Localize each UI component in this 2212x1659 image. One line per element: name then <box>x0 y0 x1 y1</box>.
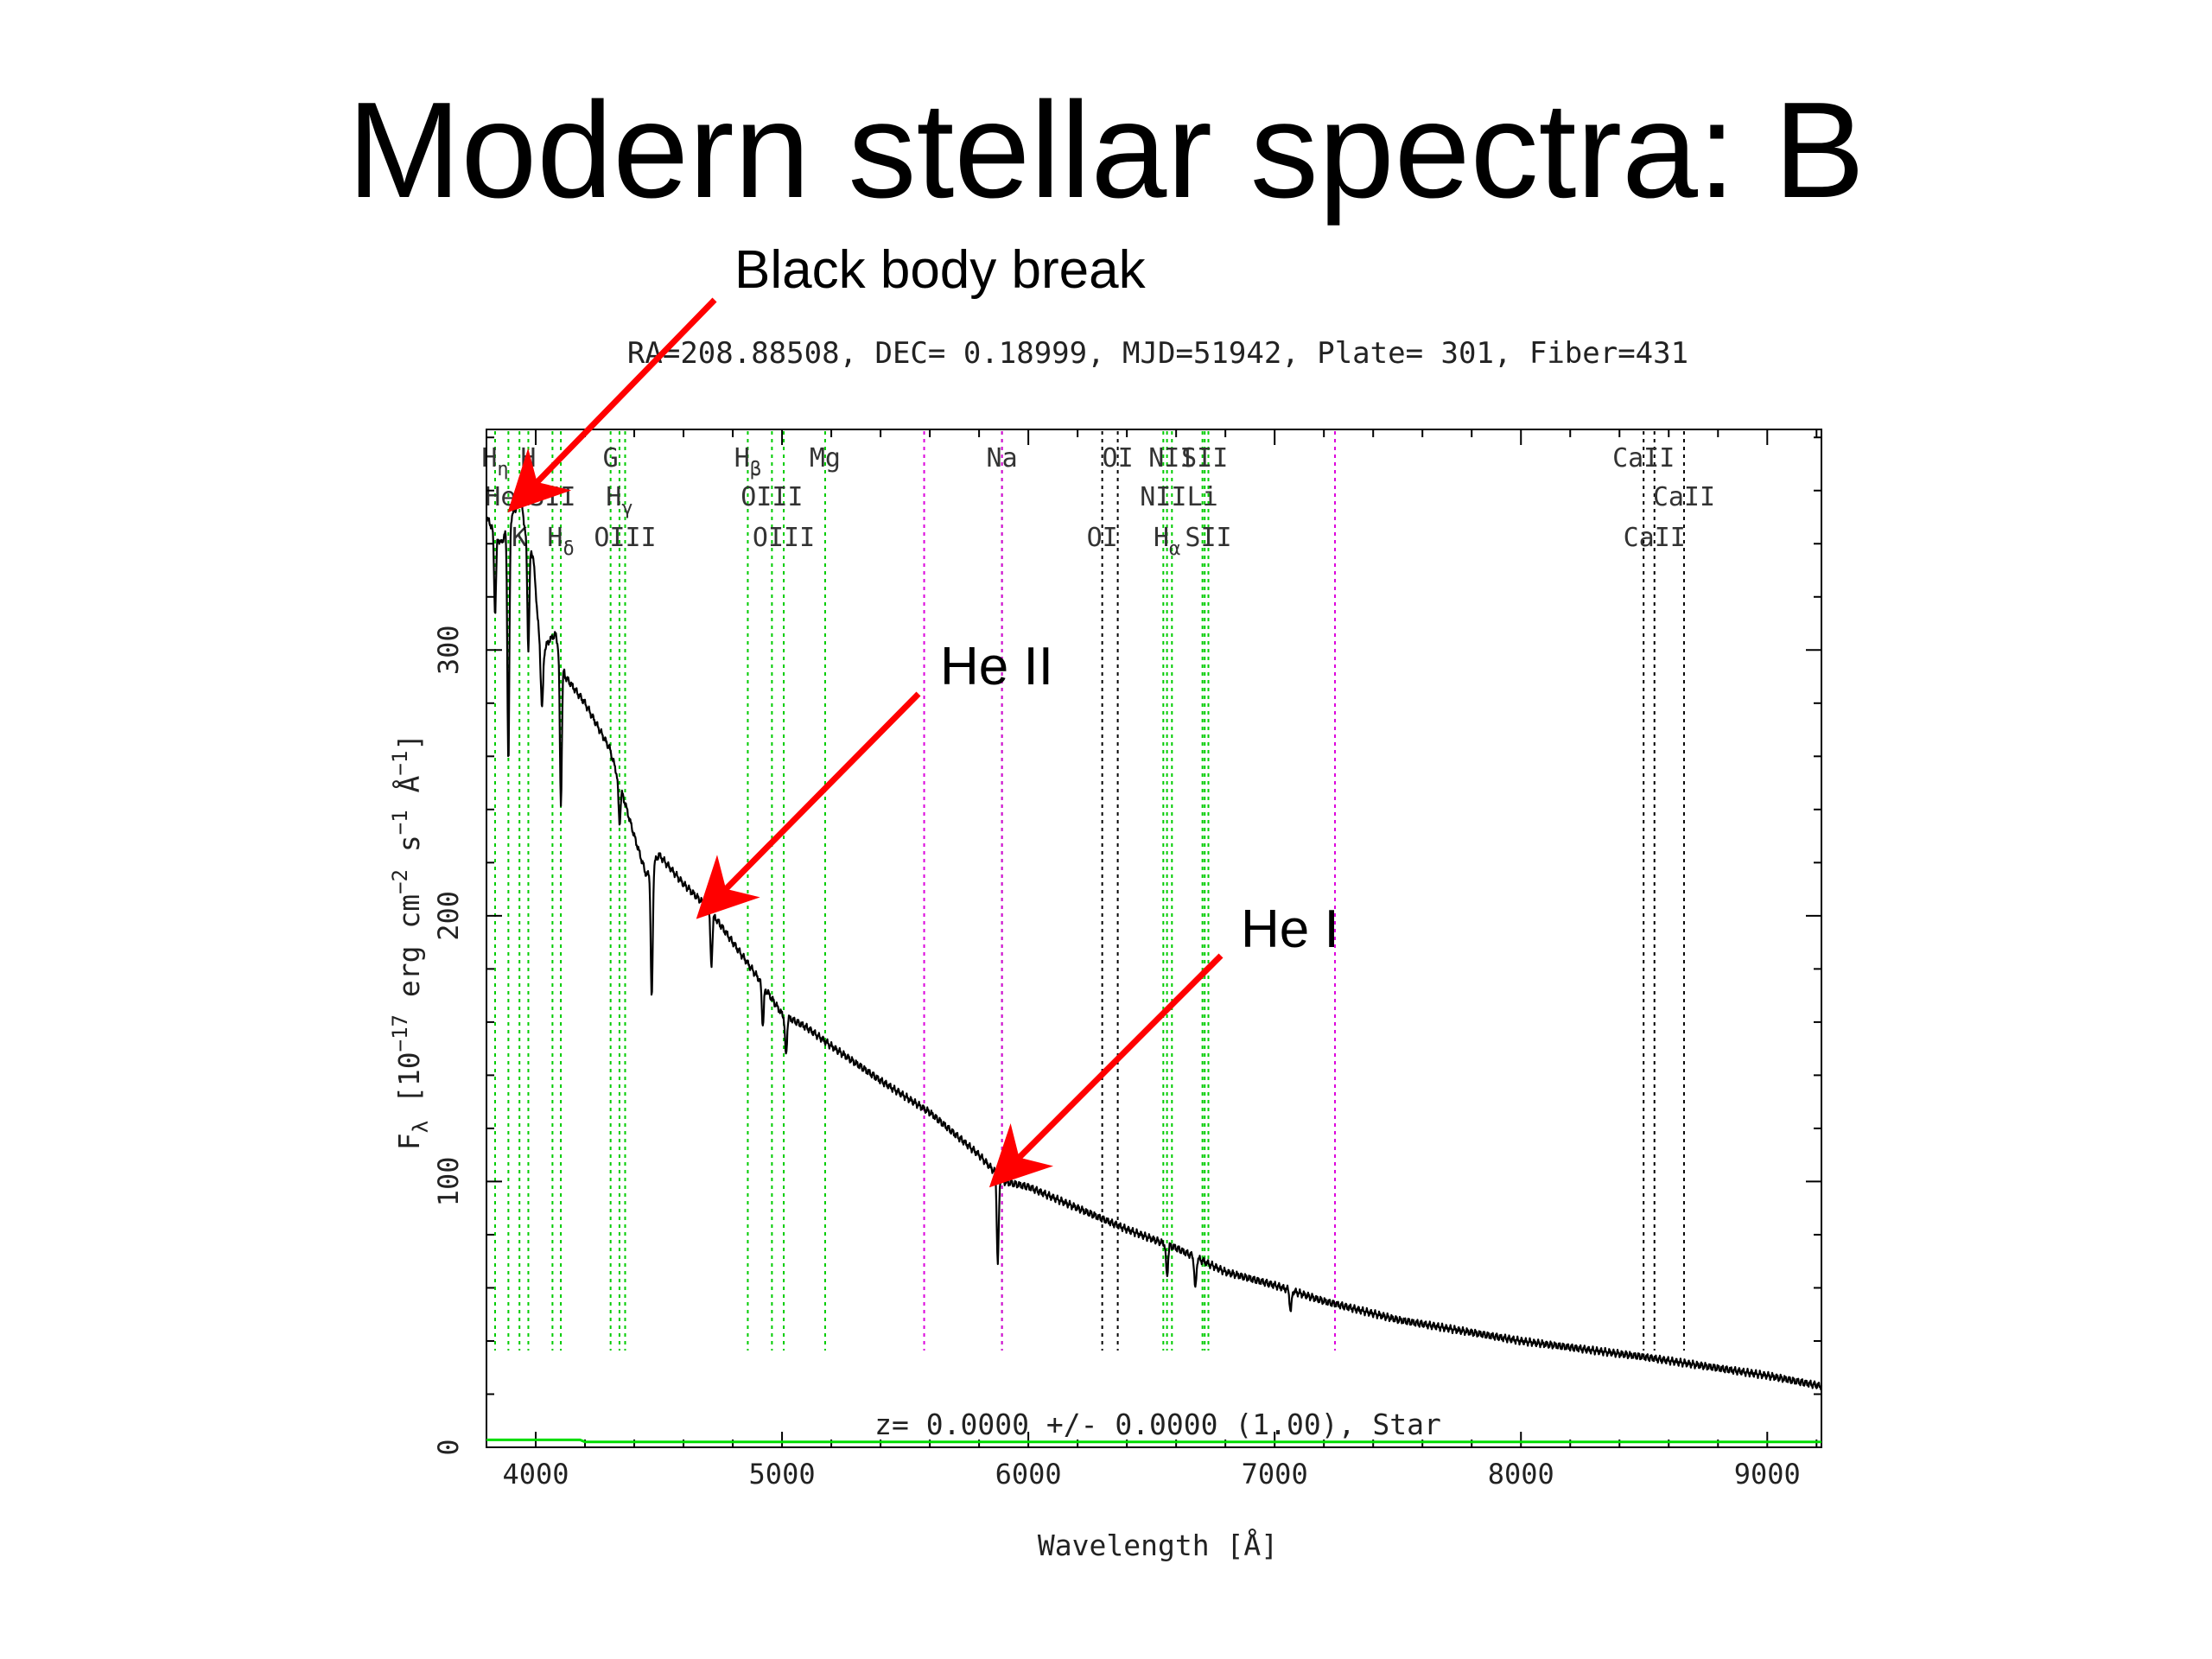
line-label: SII <box>1185 523 1231 553</box>
x-tick-label: 8000 <box>1488 1458 1554 1491</box>
line-label-subscript: α <box>1169 538 1180 560</box>
line-label: Hα <box>1154 523 1180 560</box>
x-tick-label: 5000 <box>749 1458 816 1491</box>
line-label-subscript: δ <box>563 538 574 560</box>
line-label: CaII <box>1653 482 1715 512</box>
x-tick-label: 4000 <box>502 1458 569 1491</box>
slide-title: Modern stellar spectra: B <box>346 74 1866 226</box>
x-tick-label: 7000 <box>1242 1458 1308 1491</box>
flux-spectrum-line <box>485 498 1823 1391</box>
line-label: Li <box>1187 482 1218 512</box>
error-spectrum-line <box>486 1438 1821 1444</box>
black-body-arrow <box>507 297 717 513</box>
line-label: Hδ <box>547 523 574 560</box>
y-tick-label: 200 <box>432 891 465 941</box>
line-label: K <box>512 523 527 553</box>
he2-arrow <box>696 691 921 919</box>
line-label: H <box>520 443 536 474</box>
line-label: OIII <box>753 523 815 553</box>
line-label: Mg <box>810 443 841 474</box>
line-label-subscript: η <box>497 459 508 480</box>
y-tick-label: 0 <box>432 1439 465 1455</box>
chart-header: RA=208.88508, DEC= 0.18999, MJD=51942, P… <box>627 336 1688 371</box>
line-label: CaII <box>1612 443 1675 474</box>
x-tick-label: 6000 <box>995 1458 1062 1491</box>
line-label: CaII <box>1624 523 1686 553</box>
line-label: SII <box>1181 443 1228 474</box>
annotation-he1: He I <box>988 899 1339 1188</box>
line-label: OI <box>1103 443 1134 474</box>
line-label: OIII <box>594 523 656 553</box>
plot-frame <box>486 429 1822 1448</box>
black-body-label: Black body break <box>734 240 1147 300</box>
annotation-he2: He II <box>696 637 1053 919</box>
x-tick-label: 9000 <box>1734 1458 1801 1491</box>
line-label: OI <box>1087 523 1118 553</box>
x-axis-label: Wavelength [Å] <box>1038 1528 1278 1562</box>
he2-label: He II <box>940 637 1053 696</box>
line-label-subscript: β <box>750 459 761 480</box>
line-label: NII <box>1148 443 1195 474</box>
y-axis-label: Fλ [10−17 erg cm−2 s−1 Å−1] <box>388 734 433 1150</box>
y-tick-label: 300 <box>432 625 465 675</box>
line-label: NII <box>1140 482 1186 512</box>
he1-label: He I <box>1241 899 1339 959</box>
line-label: Na <box>987 443 1018 474</box>
line-label: G <box>603 443 619 474</box>
y-tick-label: 100 <box>432 1157 465 1207</box>
redshift-label: z= 0.0000 +/- 0.0000 (1.00), Star <box>874 1408 1441 1441</box>
line-label: Hβ <box>734 443 761 480</box>
line-label: OIII <box>741 482 803 512</box>
axis-ticks: 4000 5000 6000 7000 8000 9000 0 100 200 300 <box>432 429 1821 1491</box>
line-label: Hγ <box>606 482 632 519</box>
he1-arrow <box>988 953 1224 1188</box>
annotation-black-body: Black body break <box>507 240 1147 513</box>
line-label-subscript: γ <box>621 498 632 519</box>
